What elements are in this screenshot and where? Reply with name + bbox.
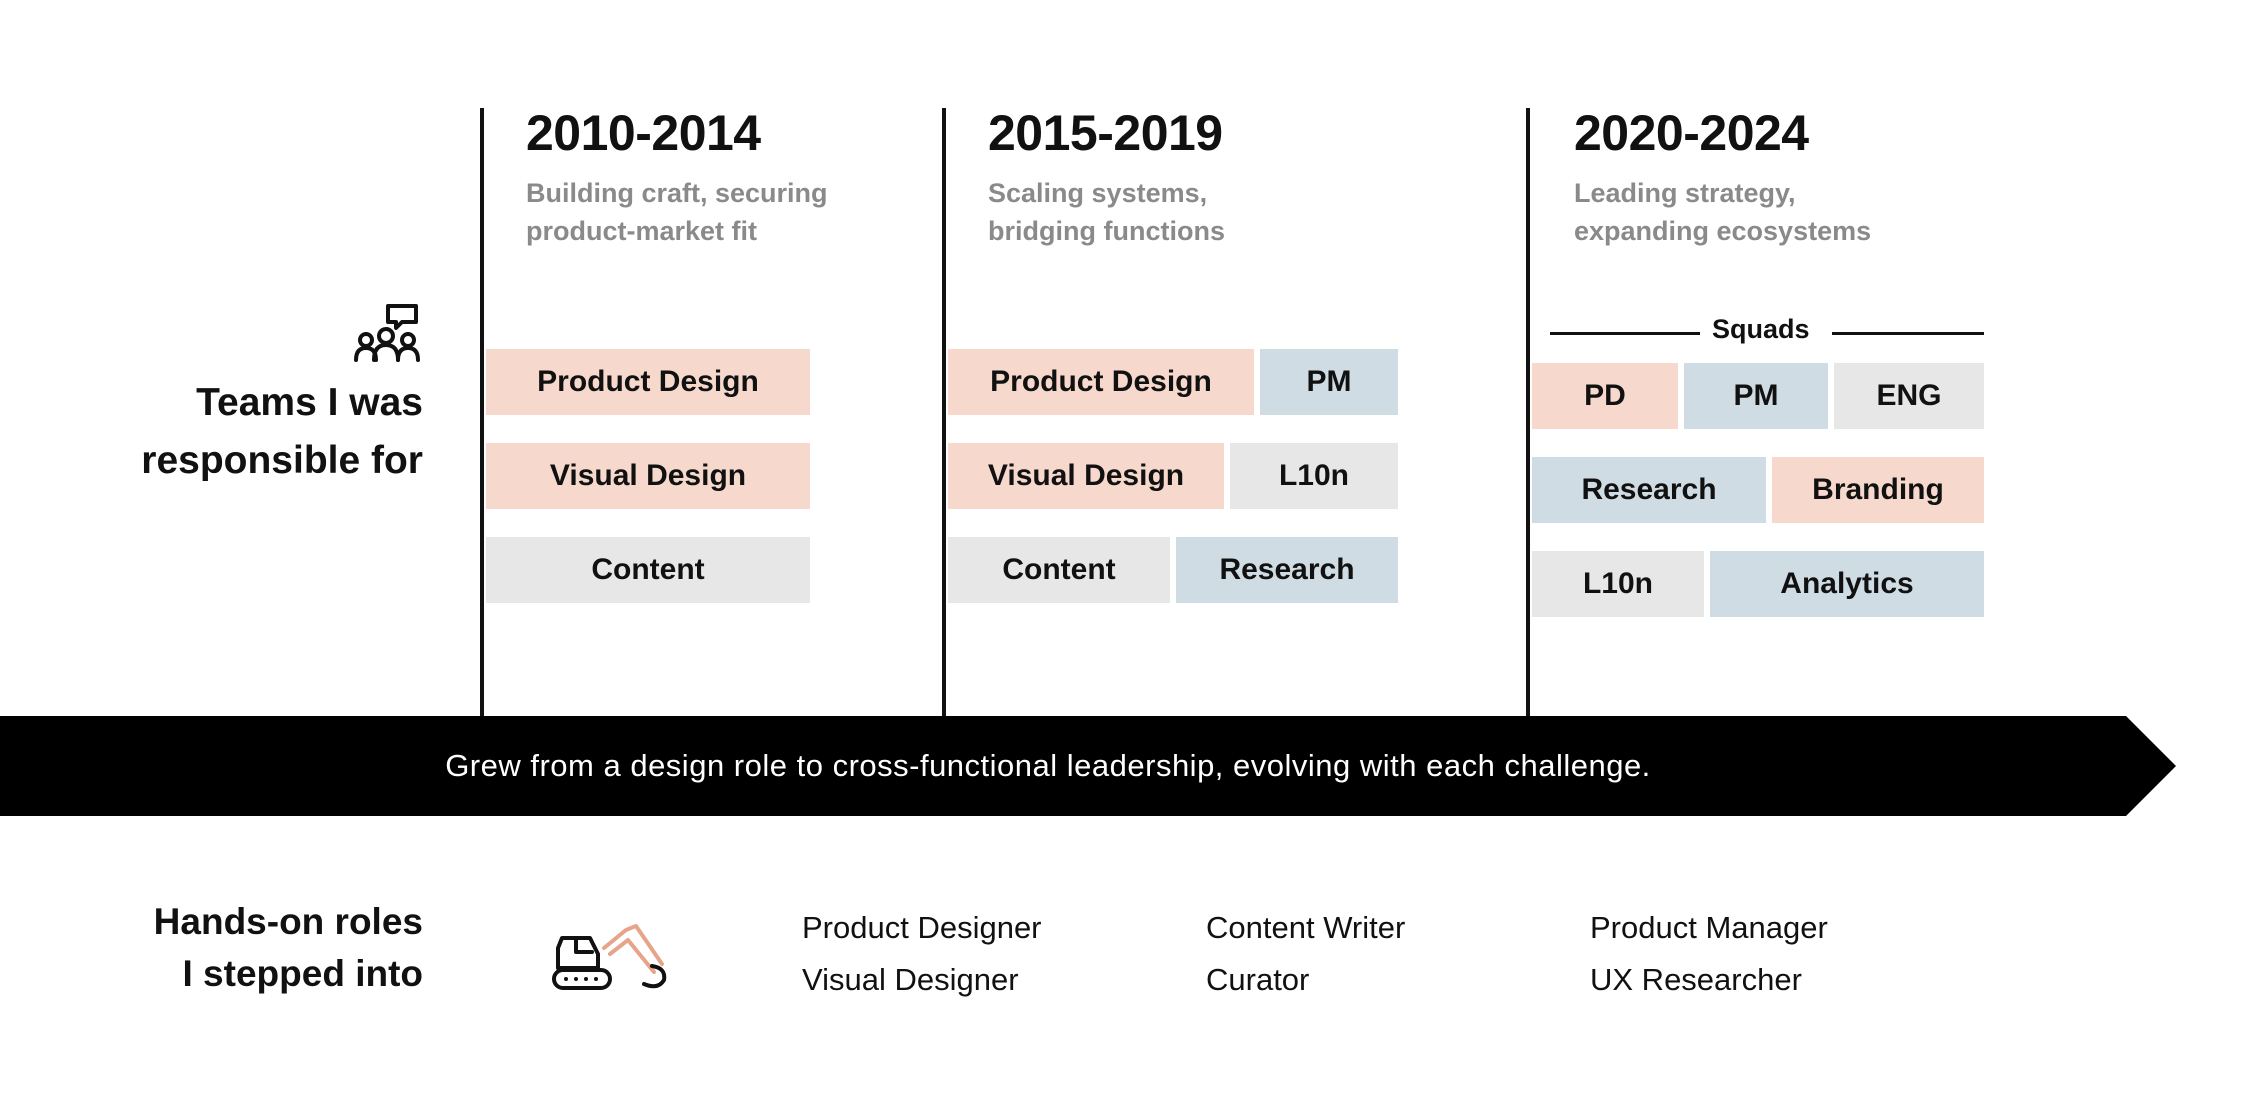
roles-label-line2: I stepped into [182, 953, 424, 994]
period-subtitle-line: bridging functions [988, 216, 1225, 246]
team-box: Content [948, 537, 1170, 603]
roles-column: Content Writer Curator [1206, 902, 1405, 1006]
role-item: Product Designer [802, 910, 1042, 945]
period-title: 2010-2014 [526, 105, 761, 161]
team-box: PD [1532, 363, 1678, 429]
team-box: Product Design [486, 349, 810, 415]
teams-label: Teams I was responsible for [141, 374, 423, 490]
period-title: 2020-2024 [1574, 105, 1809, 161]
roles-label-line1: Hands-on roles [153, 901, 423, 942]
team-box: PM [1260, 349, 1398, 415]
role-item: Product Manager [1590, 910, 1828, 945]
roles-column: Product Designer Visual Designer [802, 902, 1042, 1006]
team-box: Research [1532, 457, 1766, 523]
team-box: L10n [1532, 551, 1704, 617]
timeline-divider [480, 108, 484, 718]
banner-text: Grew from a design role to cross-functio… [445, 748, 1651, 783]
team-box: Product Design [948, 349, 1254, 415]
timeline-divider [942, 108, 946, 718]
excavator-icon [552, 918, 670, 992]
team-box: Content [486, 537, 810, 603]
role-item: Content Writer [1206, 910, 1406, 945]
roles-column: Product Manager UX Researcher [1590, 902, 1828, 1006]
teams-label-line2: responsible for [141, 439, 423, 482]
timeline-divider [1526, 108, 1530, 718]
period-subtitle: Scaling systems, bridging functions [988, 174, 1225, 250]
role-item: UX Researcher [1590, 962, 1802, 997]
squads-label: Squads [1712, 314, 1810, 344]
squads-divider-left [1550, 332, 1700, 335]
period-subtitle-line: expanding ecosystems [1574, 216, 1872, 246]
team-chat-icon [352, 300, 426, 364]
team-box: PM [1684, 363, 1828, 429]
team-box: Branding [1772, 457, 1984, 523]
role-item: Curator [1206, 962, 1310, 997]
teams-label-line1: Teams I was [196, 381, 423, 424]
period-subtitle-line: product-market fit [526, 216, 758, 246]
team-box: Analytics [1710, 551, 1984, 617]
team-box: ENG [1834, 363, 1984, 429]
squads-divider-right [1832, 332, 1984, 335]
period-subtitle: Leading strategy, expanding ecosystems [1574, 174, 1871, 250]
role-item: Visual Designer [802, 962, 1019, 997]
period-subtitle-line: Scaling systems, [988, 178, 1208, 208]
roles-label: Hands-on roles I stepped into [154, 896, 423, 1000]
team-box: L10n [1230, 443, 1398, 509]
team-box: Visual Design [948, 443, 1224, 509]
period-subtitle: Building craft, securing product-market … [526, 174, 828, 250]
team-box: Visual Design [486, 443, 810, 509]
team-box: Research [1176, 537, 1398, 603]
period-subtitle-line: Leading strategy, [1574, 178, 1796, 208]
period-title: 2015-2019 [988, 105, 1223, 161]
timeline-banner-arrow: Grew from a design role to cross-functio… [0, 716, 2176, 816]
period-subtitle-line: Building craft, securing [526, 178, 828, 208]
